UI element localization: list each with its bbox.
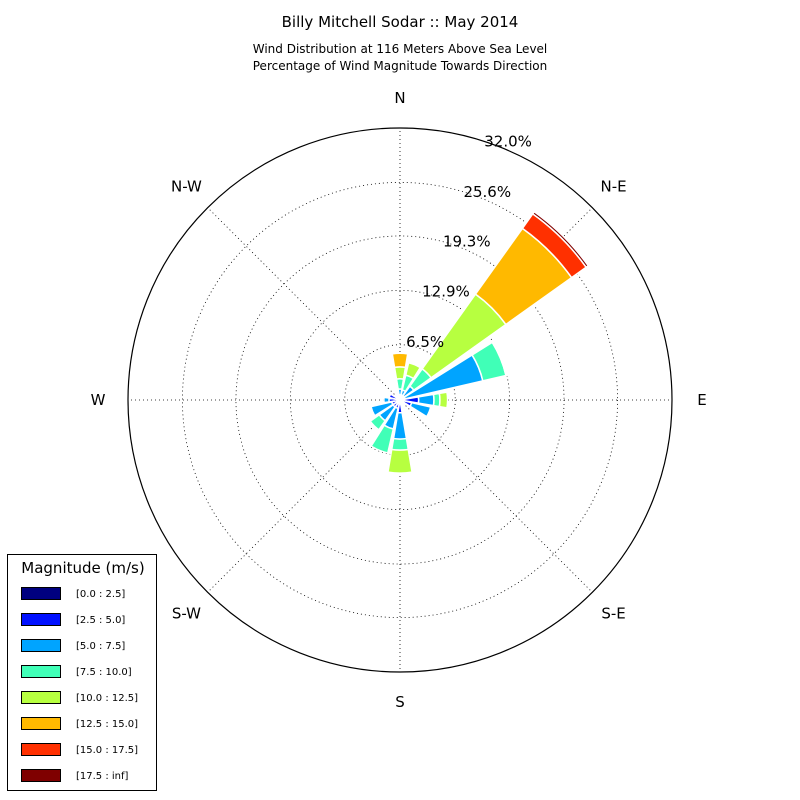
legend-label: [15.0 : 17.5] [76, 745, 139, 756]
legend-swatch [21, 665, 61, 678]
angular-gridline [207, 207, 401, 401]
radial-tick-label: 6.5% [406, 333, 444, 351]
legend-item: [0.0 : 2.5] [21, 587, 151, 603]
legend-label: [17.5 : inf] [76, 771, 129, 782]
wind-bar-segment [391, 352, 409, 369]
direction-label: S [395, 693, 405, 711]
wind-bar-segment [531, 210, 590, 269]
angular-gridline [207, 399, 401, 593]
legend-item: [17.5 : inf] [21, 769, 151, 785]
radial-tick-label: 12.9% [422, 283, 470, 301]
legend-item: [10.0 : 12.5] [21, 691, 151, 707]
legend-swatch [21, 769, 61, 782]
direction-label: S-E [601, 605, 625, 623]
wind-bar-segment [387, 448, 413, 474]
legend-label: [10.0 : 12.5] [76, 693, 139, 704]
legend-swatch [21, 717, 61, 730]
direction-label: N-E [600, 177, 626, 195]
legend-swatch [21, 743, 61, 756]
legend-swatch [21, 587, 61, 600]
legend-item: [5.0 : 7.5] [21, 639, 151, 655]
radial-gridline [289, 289, 511, 511]
direction-label: W [91, 391, 106, 409]
legend: Magnitude (m/s) [0.0 : 2.5] [2.5 : 5.0] [5… [7, 554, 157, 791]
chart-subtitle-line-1: Wind Distribution at 116 Meters Above Se… [252, 42, 548, 56]
legend-swatch [21, 613, 61, 626]
direction-label: N-W [171, 177, 202, 195]
radial-tick-label: 25.6% [463, 183, 511, 201]
radial-gridline [344, 344, 456, 456]
wind-bar-segment [491, 340, 508, 377]
polar-grid [128, 128, 672, 672]
polar-labels: 6.5% 12.9% 19.3% 25.6% 32.0% N N-E E S-E S S-W W N-W [91, 89, 707, 711]
legend-item: [2.5 : 5.0] [21, 613, 151, 629]
wind-bar-segment [417, 393, 435, 407]
wind-bar-segment [404, 361, 422, 380]
chart-title: Billy Mitchell Sodar :: May 2014 [281, 13, 519, 31]
legend-label: [2.5 : 5.0] [76, 615, 126, 626]
wind-bar-segment [390, 437, 410, 451]
legend-label: [12.5 : 15.0] [76, 719, 139, 730]
wind-bar-segment [383, 396, 390, 404]
legend-item: [7.5 : 10.0] [21, 665, 151, 681]
wind-bar-segment [409, 401, 432, 418]
legend-label: [0.0 : 2.5] [76, 589, 126, 600]
wind-bar-segment [370, 424, 395, 454]
polar-frame [127, 127, 673, 673]
legend-swatch [21, 691, 61, 704]
legend-item: [12.5 : 15.0] [21, 717, 151, 733]
wind-bar-segment [396, 394, 401, 399]
wind-bar-segment [393, 366, 407, 380]
angular-gridline [399, 399, 593, 593]
direction-label: N [394, 89, 405, 107]
legend-label: [7.5 : 10.0] [76, 667, 132, 678]
legend-item: [15.0 : 17.5] [21, 743, 151, 759]
wind-bar-segment [370, 401, 394, 417]
legend-label: [5.0 : 7.5] [76, 641, 126, 652]
wind-bar-segment [369, 413, 387, 431]
wind-bar-segment [438, 391, 449, 409]
radial-tick-label: 32.0% [484, 133, 532, 151]
chart-subtitle-line-2: Percentage of Wind Magnitude Towards Dir… [252, 59, 548, 73]
radial-tick-label: 19.3% [443, 232, 491, 250]
legend-swatch [21, 639, 61, 652]
direction-label: S-W [172, 605, 201, 623]
legend-title: Magnitude (m/s) [21, 559, 145, 577]
radial-gridline [181, 181, 619, 619]
wind-rose-bars [369, 210, 590, 474]
direction-label: E [697, 391, 706, 409]
